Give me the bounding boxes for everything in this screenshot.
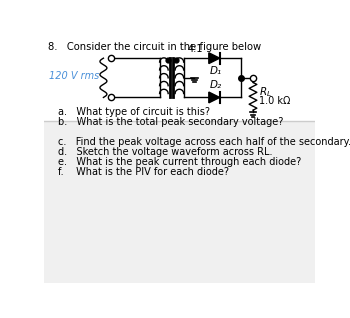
Text: a.   What type of circuit is this?: a. What type of circuit is this? xyxy=(58,107,210,117)
Text: 120 V rms: 120 V rms xyxy=(49,71,99,81)
Text: c.   Find the peak voltage across each half of the secondary.: c. Find the peak voltage across each hal… xyxy=(58,137,350,147)
Bar xyxy=(44,121,315,283)
Text: e.   What is the peak current through each diode?: e. What is the peak current through each… xyxy=(58,157,301,167)
Text: $R_L$: $R_L$ xyxy=(259,86,272,99)
Bar xyxy=(44,38,315,121)
Text: f.    What is the PIV for each diode?: f. What is the PIV for each diode? xyxy=(58,167,229,177)
Text: 4:1: 4:1 xyxy=(187,44,203,54)
Text: 8.   Consider the circuit in the figure below: 8. Consider the circuit in the figure be… xyxy=(48,42,261,52)
Text: D₂: D₂ xyxy=(210,80,222,90)
Text: D₁: D₁ xyxy=(210,66,222,76)
Polygon shape xyxy=(209,53,220,64)
Text: d.   Sketch the voltage waveform across RL.: d. Sketch the voltage waveform across RL… xyxy=(58,147,272,157)
Polygon shape xyxy=(209,92,220,103)
Text: 1.0 kΩ: 1.0 kΩ xyxy=(259,96,290,106)
Text: b.   What is the total peak secondary voltage?: b. What is the total peak secondary volt… xyxy=(58,117,283,128)
